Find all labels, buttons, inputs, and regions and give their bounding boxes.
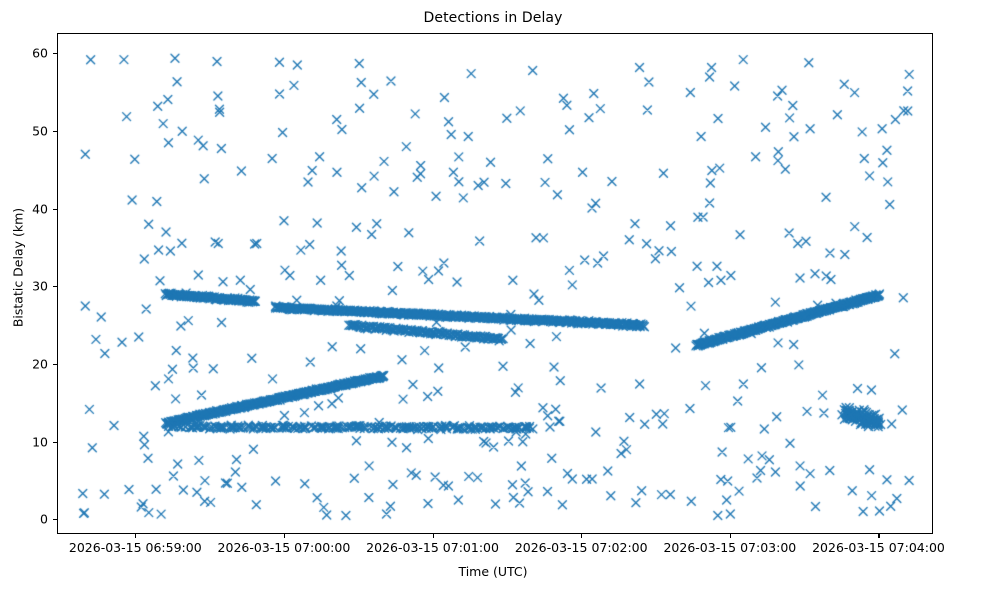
scatter-plot-points [58, 34, 932, 533]
y-tick-mark [53, 519, 57, 521]
y-tick-label: 0 [40, 511, 48, 527]
y-tick-mark [53, 53, 57, 55]
x-tick-label: 2026-03-15 07:02:00 [514, 540, 648, 555]
y-tick-label: 20 [32, 356, 48, 372]
x-tick-mark [283, 534, 286, 538]
y-tick-mark [53, 286, 57, 288]
x-tick-label: 2026-03-15 07:04:00 [812, 540, 945, 555]
y-axis-tick-labels: 0 10 20 30 40 50 60 [0, 0, 48, 590]
x-tick-mark [878, 534, 880, 538]
y-tick-mark [53, 208, 57, 210]
y-tick-mark [53, 130, 57, 132]
x-axis-label: Time (UTC) [458, 564, 528, 579]
x-tick-label: 2026-03-15 07:03:00 [663, 540, 797, 555]
x-tick-label: 2026-03-15 06:59:00 [68, 540, 202, 555]
page-title: Detections in Delay [423, 10, 563, 26]
y-tick-label: 10 [32, 434, 48, 450]
y-tick-label: 50 [32, 123, 48, 139]
x-tick-mark [432, 534, 434, 538]
y-tick-mark [53, 441, 57, 443]
y-tick-label: 30 [32, 278, 48, 294]
x-tick-label: 2026-03-15 07:01:00 [366, 540, 499, 555]
y-tick-label: 60 [32, 45, 48, 61]
plot-area [57, 33, 933, 534]
x-tick-mark [581, 534, 583, 538]
y-tick-mark [53, 363, 57, 365]
y-tick-label: 40 [32, 201, 48, 217]
x-tick-label: 2026-03-15 07:00:00 [217, 540, 351, 555]
x-tick-mark [135, 534, 137, 538]
x-tick-mark [729, 534, 731, 538]
